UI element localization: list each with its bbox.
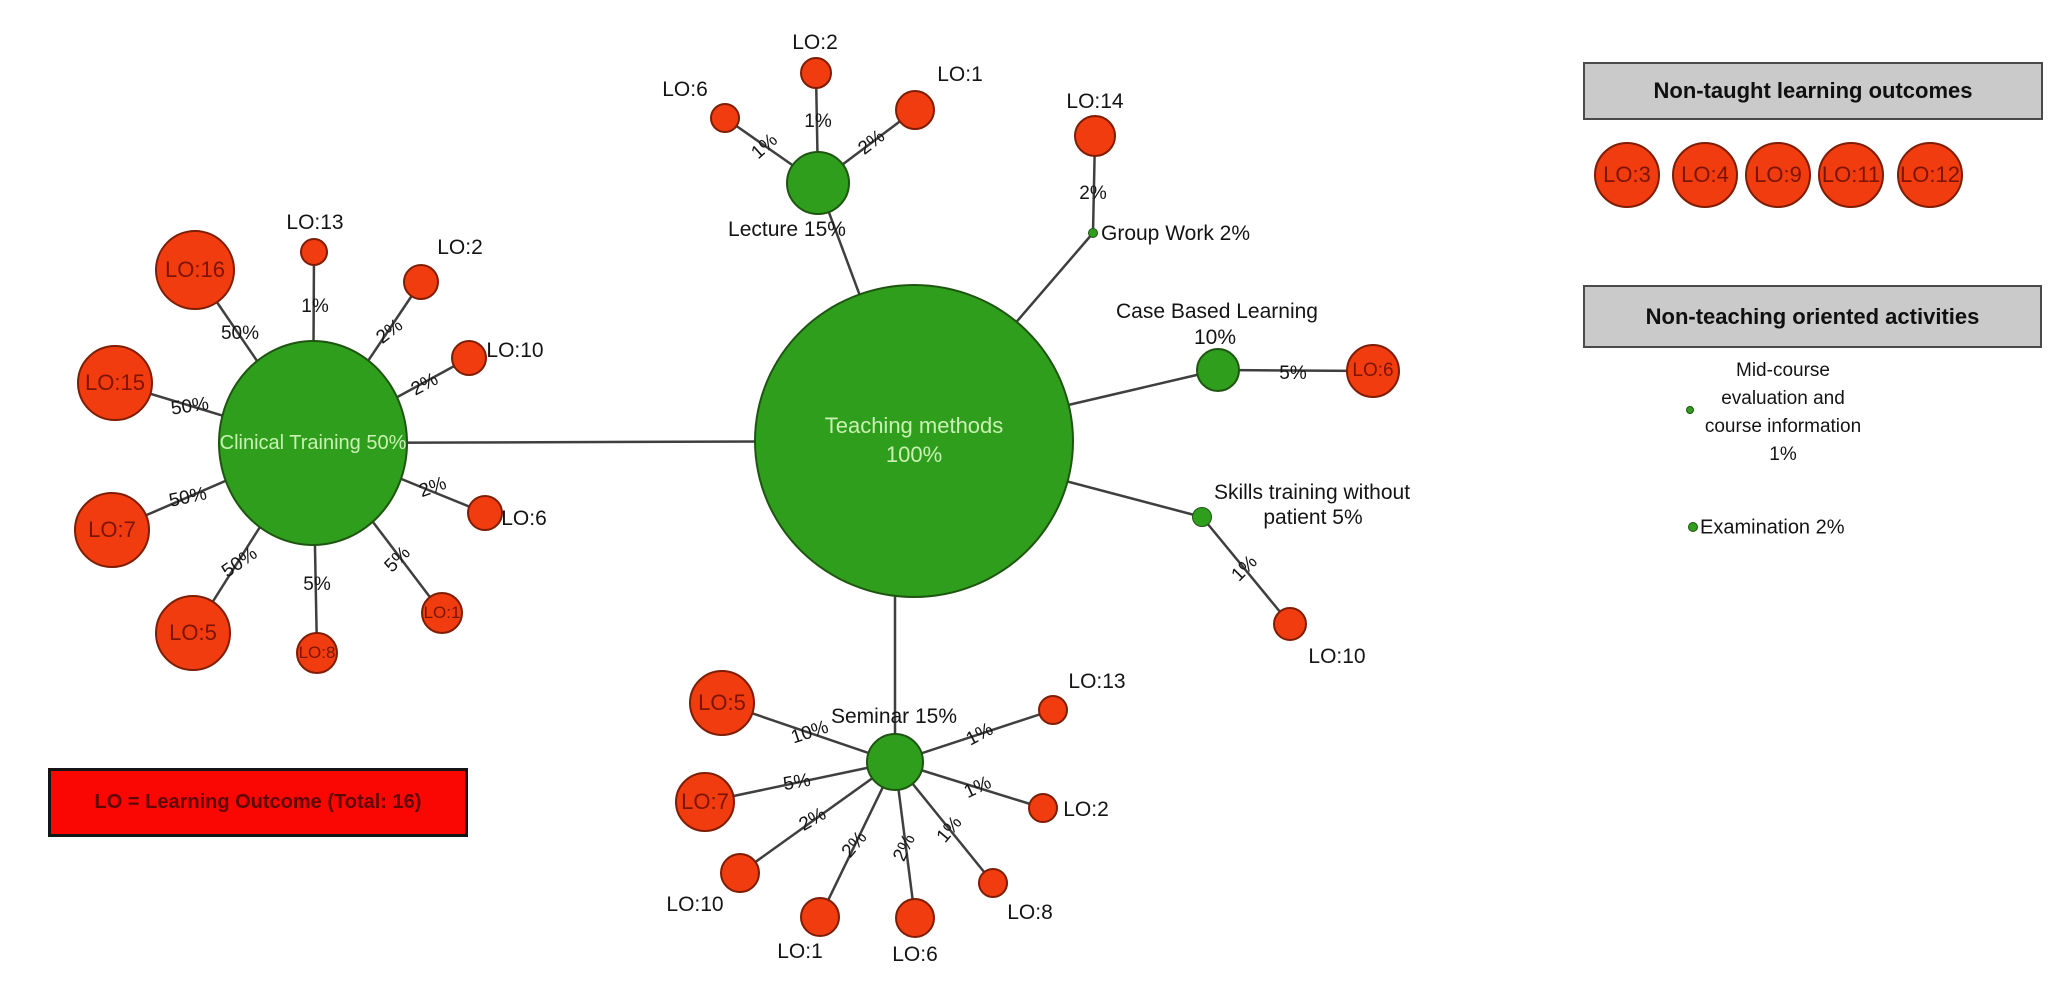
legend-circle-lo9: LO:9: [1745, 142, 1811, 208]
label-clinical-lo15: LO:15: [85, 370, 145, 395]
node-clinical-lo16: LO:16: [155, 230, 235, 310]
node-clinical-lo10: [451, 340, 487, 376]
legend-non-teaching-title: Non-teaching oriented activities: [1645, 303, 1980, 329]
pct-clinical-lo13: 1%: [301, 296, 329, 317]
node-lecture-lo1: [895, 90, 935, 130]
mid-course-line2: evaluation and: [1721, 388, 1845, 409]
node-group-work: [1088, 228, 1098, 238]
pct-clinical-lo16: 50%: [220, 323, 260, 344]
node-group-work-lo14: [1074, 115, 1116, 157]
node-skills-lo10: [1273, 607, 1307, 641]
legend-non-taught-box: Non-taught learning outcomes: [1583, 62, 2043, 120]
node-lecture-lo2: [800, 57, 832, 89]
label-legend-lo4: LO:4: [1681, 162, 1729, 187]
label-clinical-lo10: LO:10: [486, 339, 544, 362]
label-legend-lo9: LO:9: [1754, 162, 1802, 187]
label-clinical-training: Clinical Training 50%: [219, 432, 407, 454]
label-lecture-lo1: LO:1: [937, 63, 983, 86]
label-clinical-lo2: LO:2: [437, 236, 483, 259]
node-seminar-lo13: [1038, 695, 1068, 725]
node-clinical-training: Clinical Training 50%: [218, 340, 408, 546]
node-clinical-lo13: [300, 238, 328, 266]
label-lecture: Lecture 15%: [728, 218, 846, 241]
node-case-based-lo6: LO:6: [1346, 344, 1400, 398]
mid-course-line4: 1%: [1769, 444, 1797, 465]
mid-course-line1: Mid-course: [1736, 360, 1830, 381]
label-skills-lo10: LO:10: [1308, 645, 1366, 668]
label-skills-training-line1: Skills training without: [1213, 481, 1411, 504]
node-seminar-lo1: [800, 897, 840, 937]
node-lecture-lo6: [710, 103, 740, 133]
node-seminar: [866, 733, 924, 791]
node-seminar-lo10: [720, 853, 760, 893]
label-case-based-learning-line1: Case Based Learning: [1116, 300, 1318, 323]
label-teaching-methods: Teaching methods 100%: [825, 412, 1004, 469]
node-clinical-lo2: [403, 264, 439, 300]
examination-label: Examination 2%: [1700, 516, 1845, 539]
node-lecture: [786, 151, 850, 215]
label-clinical-lo16: LO:16: [165, 257, 225, 282]
mid-course-label: Mid-course evaluation and course informa…: [1705, 357, 1861, 469]
label-seminar-lo5: LO:5: [698, 690, 746, 715]
legend-circle-lo3: LO:3: [1594, 142, 1660, 208]
node-case-based-learning: [1196, 348, 1240, 392]
label-seminar-lo13: LO:13: [1068, 670, 1126, 693]
label-seminar-lo8: LO:8: [1007, 901, 1053, 924]
label-clinical-lo5: LO:5: [169, 620, 217, 645]
label-legend-lo11: LO:11: [1821, 162, 1881, 187]
label-clinical-lo13: LO:13: [286, 211, 344, 234]
legend-circle-lo12: LO:12: [1897, 142, 1963, 208]
node-clinical-lo1: LO:1: [421, 592, 463, 634]
legend-circle-lo4: LO:4: [1672, 142, 1738, 208]
node-seminar-lo8: [978, 868, 1008, 898]
node-clinical-lo5: LO:5: [155, 595, 231, 671]
label-clinical-lo1: LO:1: [423, 603, 461, 622]
label-teaching-methods-line2: 100%: [885, 442, 943, 467]
node-seminar-lo6: [895, 898, 935, 938]
label-case-based-learning-line2: 10%: [1193, 326, 1237, 349]
note-box: LO = Learning Outcome (Total: 16): [48, 768, 468, 837]
legend-non-teaching-box: Non-teaching oriented activities: [1583, 285, 2042, 348]
label-seminar-lo7: LO:7: [681, 789, 729, 814]
label-clinical-lo8: LO:8: [298, 643, 336, 662]
node-seminar-lo2: [1028, 793, 1058, 823]
label-seminar-lo10: LO:10: [666, 893, 724, 916]
label-clinical-lo7: LO:7: [88, 517, 136, 542]
label-seminar-lo1: LO:1: [777, 940, 823, 963]
pct-case-based-lo6: 5%: [1279, 363, 1307, 384]
label-teaching-methods-line1: Teaching methods: [824, 413, 1004, 439]
label-legend-lo12: LO:12: [1900, 162, 1960, 187]
mid-course-line3: course information: [1704, 416, 1862, 437]
node-clinical-lo7: LO:7: [74, 492, 150, 568]
pct-group-work-lo14: 2%: [1079, 183, 1107, 204]
node-clinical-lo8: LO:8: [296, 632, 338, 674]
pct-clinical-lo8: 5%: [303, 574, 331, 595]
pct-seminar-lo7: 5%: [781, 769, 813, 796]
label-seminar: Seminar 15%: [830, 705, 958, 728]
label-group-work: Group Work 2%: [1101, 222, 1250, 245]
label-clinical-lo6: LO:6: [501, 507, 547, 530]
node-seminar-lo5: LO:5: [689, 670, 755, 736]
examination-dot: [1688, 522, 1698, 532]
node-clinical-lo15: LO:15: [77, 345, 153, 421]
label-skills-training-line2: patient 5%: [1263, 506, 1363, 529]
legend-circle-lo11: LO:11: [1818, 142, 1884, 208]
label-legend-lo3: LO:3: [1603, 162, 1651, 187]
pct-lecture-lo2: 1%: [804, 111, 832, 132]
legend-non-taught-title: Non-taught learning outcomes: [1653, 78, 1973, 103]
label-lecture-lo2: LO:2: [792, 31, 838, 54]
label-case-based-lo6: LO:6: [1352, 360, 1394, 381]
node-skills-training: [1192, 507, 1212, 527]
note-text: LO = Learning Outcome (Total: 16): [94, 791, 422, 813]
node-teaching-methods: Teaching methods 100%: [754, 284, 1074, 598]
label-seminar-lo6: LO:6: [892, 943, 938, 966]
node-seminar-lo7: LO:7: [675, 772, 735, 832]
node-clinical-lo6: [467, 495, 503, 531]
mid-course-dot: [1686, 406, 1694, 414]
label-group-work-lo14: LO:14: [1066, 90, 1124, 113]
label-lecture-lo6: LO:6: [662, 78, 708, 101]
label-seminar-lo2: LO:2: [1063, 798, 1109, 821]
